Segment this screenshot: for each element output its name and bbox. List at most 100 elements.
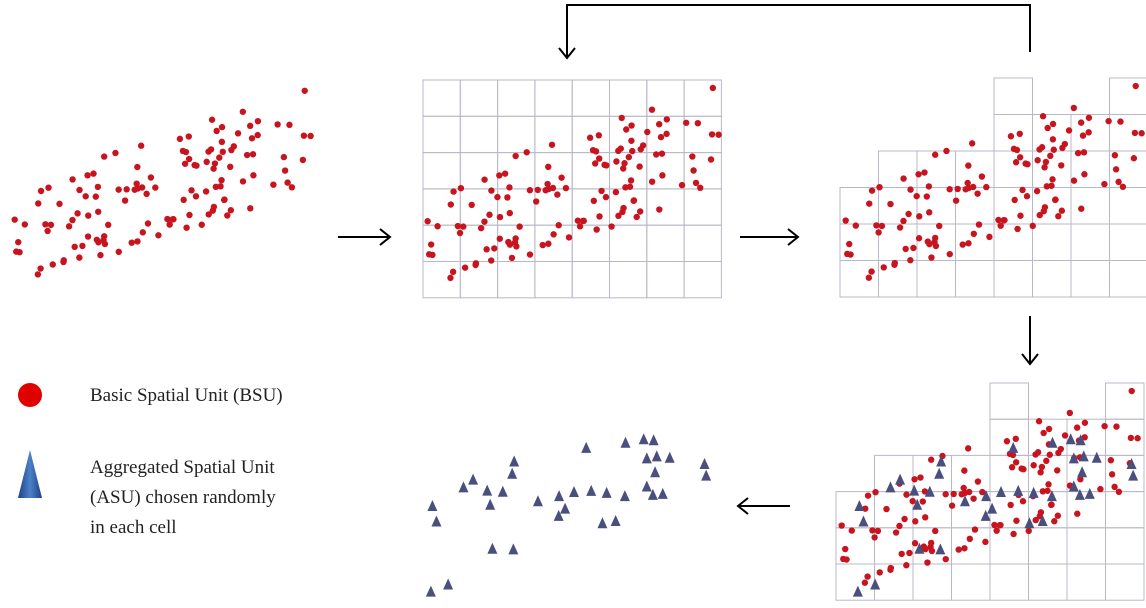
- bsu-dot: [942, 555, 949, 563]
- bsu-dot: [627, 177, 635, 184]
- bsu-dot: [512, 152, 519, 160]
- asu-triangle: [1008, 441, 1019, 453]
- bsu-dot: [1138, 130, 1145, 137]
- asu-triangle: [980, 509, 991, 521]
- asu-triangle: [1068, 452, 1079, 464]
- bsu-dot: [1030, 462, 1037, 469]
- bsu-dot: [550, 231, 557, 238]
- asu-triangle: [508, 543, 519, 555]
- grid-cell: [646, 261, 685, 299]
- bsu-dot: [1019, 186, 1026, 194]
- bsu-dot: [898, 550, 905, 558]
- grid-cell: [993, 260, 1033, 298]
- bsu-dot: [955, 546, 962, 553]
- bsu-dot: [1134, 435, 1141, 442]
- bsu-dot: [595, 155, 603, 162]
- bsu-dot: [555, 222, 562, 229]
- bsu-dot: [496, 172, 503, 179]
- bsu-dot: [307, 132, 314, 140]
- bsu-dot: [207, 146, 215, 153]
- bsu-dot: [658, 150, 666, 157]
- bsu-dot: [37, 265, 44, 272]
- grid-cell: [839, 260, 879, 298]
- grid-cell: [916, 187, 956, 225]
- bsu-dot: [239, 108, 247, 115]
- bsu-dot: [961, 467, 968, 474]
- bsu-dot: [919, 498, 926, 505]
- bsu-dot: [1010, 145, 1018, 153]
- bsu-dot: [250, 172, 257, 179]
- bsu-dot: [596, 213, 603, 220]
- bsu-dot: [852, 222, 859, 229]
- grid-cell: [683, 261, 722, 299]
- bsu-dot: [619, 208, 626, 216]
- asu-triangle: [909, 484, 920, 496]
- bsu-dot: [254, 117, 262, 125]
- bsu-dot: [1097, 485, 1104, 493]
- asu-triangle: [852, 585, 863, 597]
- bsu-dot: [1074, 149, 1082, 157]
- bsu-dot: [213, 127, 220, 135]
- panels: [11, 77, 1146, 601]
- bsu-dot: [488, 187, 495, 194]
- bsu-dot: [590, 197, 598, 205]
- asu-triangle: [657, 487, 668, 499]
- grid-cell: [1105, 382, 1145, 420]
- grid-cell: [571, 115, 611, 154]
- grid-cell: [989, 418, 1029, 456]
- bsu-dot: [580, 217, 587, 225]
- bsu-dot: [34, 271, 42, 278]
- asu-triangle: [497, 485, 508, 497]
- legend-label: (ASU) chosen randomly: [90, 487, 276, 508]
- bsu-dot: [589, 146, 597, 154]
- bsu-dot: [449, 268, 457, 276]
- asu-triangle: [885, 481, 896, 493]
- bsu-dot: [170, 216, 177, 223]
- bsu-dot: [993, 527, 1000, 534]
- bsu-dot: [1035, 418, 1043, 425]
- bsu-dot: [958, 491, 965, 498]
- asu-triangle: [1065, 433, 1076, 445]
- bsu-dot: [979, 488, 986, 496]
- bsu-dot: [1045, 425, 1053, 433]
- bsu-dot: [682, 119, 690, 126]
- bsu-dot: [456, 229, 464, 237]
- bsu-dot: [891, 261, 898, 268]
- bsu-dot: [1111, 152, 1119, 159]
- bsu-dot: [946, 250, 953, 258]
- bsu-dot: [447, 274, 454, 282]
- bsu-dot: [1037, 469, 1044, 476]
- bsu-dot: [224, 212, 231, 219]
- bsu-dot: [915, 235, 923, 242]
- grid-cell: [534, 152, 573, 190]
- grid-cell: [459, 79, 499, 117]
- bsu-dot: [950, 490, 957, 498]
- asu-triangle: [485, 498, 496, 510]
- bsu-dot: [865, 274, 873, 281]
- bsu-dot: [613, 158, 620, 165]
- bsu-dot: [95, 208, 102, 215]
- bsu-dot: [49, 261, 56, 268]
- bsu-dot: [143, 190, 150, 198]
- bsu-dot: [1044, 487, 1051, 494]
- asu-triangle: [638, 433, 649, 445]
- bsu-dot: [496, 213, 504, 221]
- bsu-dot: [477, 224, 485, 232]
- bsu-dot: [179, 147, 187, 155]
- bsu-dot: [1043, 457, 1050, 465]
- bsu-dot: [931, 234, 939, 242]
- bsu-dot: [192, 193, 200, 200]
- asu-triangle: [568, 485, 579, 497]
- bsu-dot: [429, 251, 436, 259]
- bsu-dot: [16, 248, 23, 256]
- bsu-dot: [1029, 222, 1036, 230]
- bsu-dot: [100, 153, 108, 160]
- grid-cell: [1070, 223, 1110, 261]
- grid-cell: [534, 79, 573, 117]
- bsu-dot: [874, 527, 882, 535]
- grid-cell: [951, 563, 991, 601]
- bsu-dot: [1033, 187, 1041, 195]
- bsu-dot: [576, 223, 584, 230]
- bsu-dot: [1080, 149, 1088, 156]
- asu-triangle: [620, 436, 631, 448]
